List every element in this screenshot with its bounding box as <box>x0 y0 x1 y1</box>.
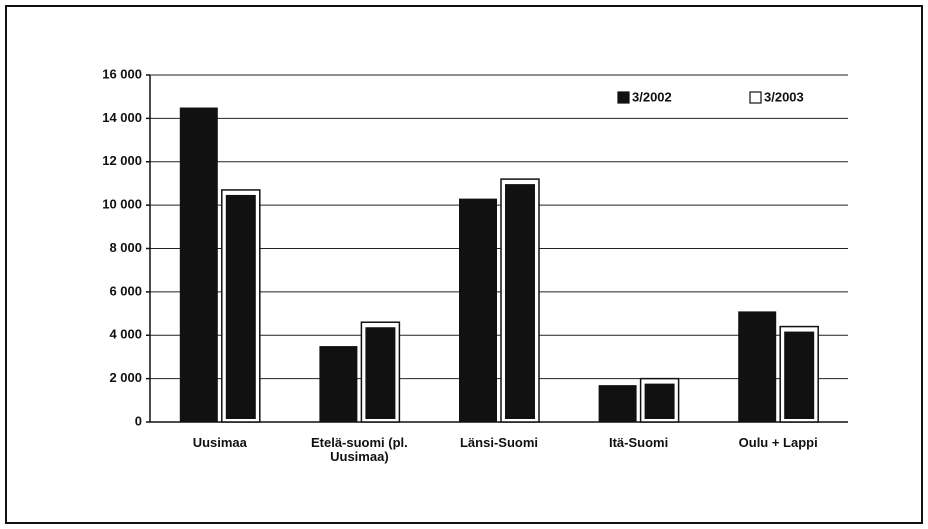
legend-label: 3/2002 <box>632 89 672 104</box>
y-tick-label: 8 000 <box>109 240 142 255</box>
bar <box>319 346 358 422</box>
legend-swatch <box>617 91 630 104</box>
y-tick-label: 4 000 <box>109 327 142 342</box>
y-tick-label: 12 000 <box>102 153 142 168</box>
frame <box>5 5 923 524</box>
bar-shade <box>644 383 675 419</box>
y-tick-label: 10 000 <box>102 197 142 212</box>
legend-label: 3/2003 <box>764 89 804 104</box>
y-tick-label: 2 000 <box>109 370 142 385</box>
bar-shade <box>225 194 256 419</box>
x-tick-label: Itä-Suomi <box>608 435 669 450</box>
bar <box>738 311 777 422</box>
y-tick-label: 16 000 <box>102 66 142 81</box>
bar-shade <box>784 331 815 419</box>
y-tick-label: 14 000 <box>102 110 142 125</box>
x-tick-label: Uusimaa <box>192 435 247 450</box>
y-tick-label: 6 000 <box>109 283 142 298</box>
bar-shade <box>365 327 396 419</box>
bar <box>179 107 218 422</box>
bar <box>459 198 497 422</box>
x-tick-label: Oulu + Lappi <box>738 435 818 450</box>
y-tick-label: 0 <box>135 413 142 428</box>
x-tick-label: Länsi-Suomi <box>459 435 538 450</box>
bar-shade <box>505 184 535 419</box>
x-tick-label: Etelä-suomi (pl. Uusimaa) <box>310 435 408 464</box>
legend-swatch <box>749 91 762 104</box>
bar <box>598 385 637 422</box>
